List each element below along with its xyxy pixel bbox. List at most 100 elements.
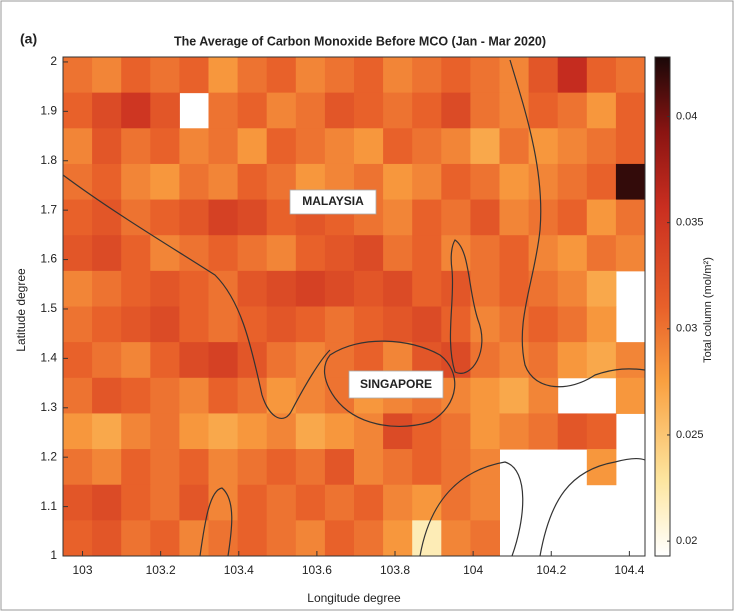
heatmap-cell [587,93,617,129]
heatmap-cell [63,449,93,485]
heatmap-cell [325,271,355,307]
heatmap-cell [209,235,239,271]
x-tick-label: 103.6 [302,563,332,577]
heatmap-cell [150,307,180,343]
heatmap-cell [325,413,355,449]
heatmap-cell [150,235,180,271]
heatmap-cell [179,200,209,236]
heatmap-cell [179,342,209,378]
heatmap-cell [150,378,180,414]
heatmap-cell [500,342,530,378]
heatmap-cell [238,235,268,271]
heatmap-cell [209,342,239,378]
panel-label: (a) [20,31,37,47]
heatmap-cell [470,57,500,93]
heatmap-cell [121,413,151,449]
heatmap-cell [441,128,471,164]
x-tick-label: 104.2 [536,563,566,577]
heatmap-cell [296,378,326,414]
heatmap-cell [63,378,93,414]
heatmap-cell [92,57,122,93]
heatmap-cell [296,520,326,556]
heatmap-cell [470,520,500,556]
heatmap-cell [441,271,471,307]
heatmap-cell [238,128,268,164]
heatmap-cell [383,164,413,200]
heatmap-cell [441,93,471,129]
heatmap-cell [470,413,500,449]
heatmap-cell [209,485,239,521]
heatmap-cell [267,271,297,307]
heatmap-cell [354,307,384,343]
heatmap-cell [616,235,646,271]
heatmap-cell [441,57,471,93]
heatmap-cell [238,57,268,93]
heatmap-cell [470,271,500,307]
heatmap-cell [92,520,122,556]
colorbar-tick-label: 0.025 [676,429,704,441]
heatmap-cell [325,93,355,129]
heatmap-cell [529,200,559,236]
heatmap-cell [441,520,471,556]
heatmap-cell [325,520,355,556]
heatmap-cell [325,235,355,271]
heatmap-cell [121,128,151,164]
heatmap-cell [150,57,180,93]
heatmap-cell [412,449,442,485]
heatmap-cell [63,485,93,521]
heatmap-cell [238,164,268,200]
heatmap-cell [150,520,180,556]
heatmap-cell [267,520,297,556]
heatmap-cell [412,93,442,129]
heatmap-cell [500,271,530,307]
heatmap-cell [470,485,500,521]
heatmap-cell [470,200,500,236]
heatmap-cell [209,307,239,343]
heatmap-cell [121,378,151,414]
heatmap-cell [354,128,384,164]
heatmap-cell [383,93,413,129]
heatmap-cell [354,57,384,93]
heatmap-cell [470,307,500,343]
heatmap-cell [63,413,93,449]
heatmap-cell [500,235,530,271]
heatmap-cell [209,93,239,129]
chart: MALAYSIA SINGAPORE The Average of Carbon… [0,0,734,611]
heatmap-cell [150,271,180,307]
heatmap-cell [63,200,93,236]
heatmap-cell [354,449,384,485]
y-tick-label: 2 [50,54,57,68]
heatmap-cell [121,271,151,307]
heatmap-cell [529,342,559,378]
heatmap-cell [267,485,297,521]
heatmap-cell [616,378,646,414]
heatmap-cell [587,449,617,485]
colorbar-label: Total column (mol/m²) [702,257,714,363]
heatmap-cell [616,164,646,200]
heatmap-cell [179,57,209,93]
colorbar-tick-label: 0.03 [676,323,697,335]
x-tick-label: 104 [463,563,483,577]
heatmap-cell [616,57,646,93]
heatmap-cell [121,93,151,129]
colorbar-tick-label: 0.04 [676,110,697,122]
heatmap-cell [529,413,559,449]
colorbar [655,57,670,556]
heatmap-cell [92,164,122,200]
heatmap-cell [121,520,151,556]
heatmap-cell [179,307,209,343]
heatmap-cell [267,235,297,271]
y-tick-label: 1.7 [40,202,57,216]
heatmap-cell [616,93,646,129]
heatmap-cell [296,128,326,164]
y-tick-label: 1.5 [40,301,57,315]
heatmap-cell [558,200,588,236]
y-tick-label: 1 [50,548,57,562]
heatmap-cell [238,485,268,521]
heatmap-cell [63,128,93,164]
heatmap-cell [325,307,355,343]
heatmap-cell [238,342,268,378]
heatmap-cell [209,200,239,236]
heatmap-cell [587,164,617,200]
annotation: SINGAPORE [360,377,432,391]
